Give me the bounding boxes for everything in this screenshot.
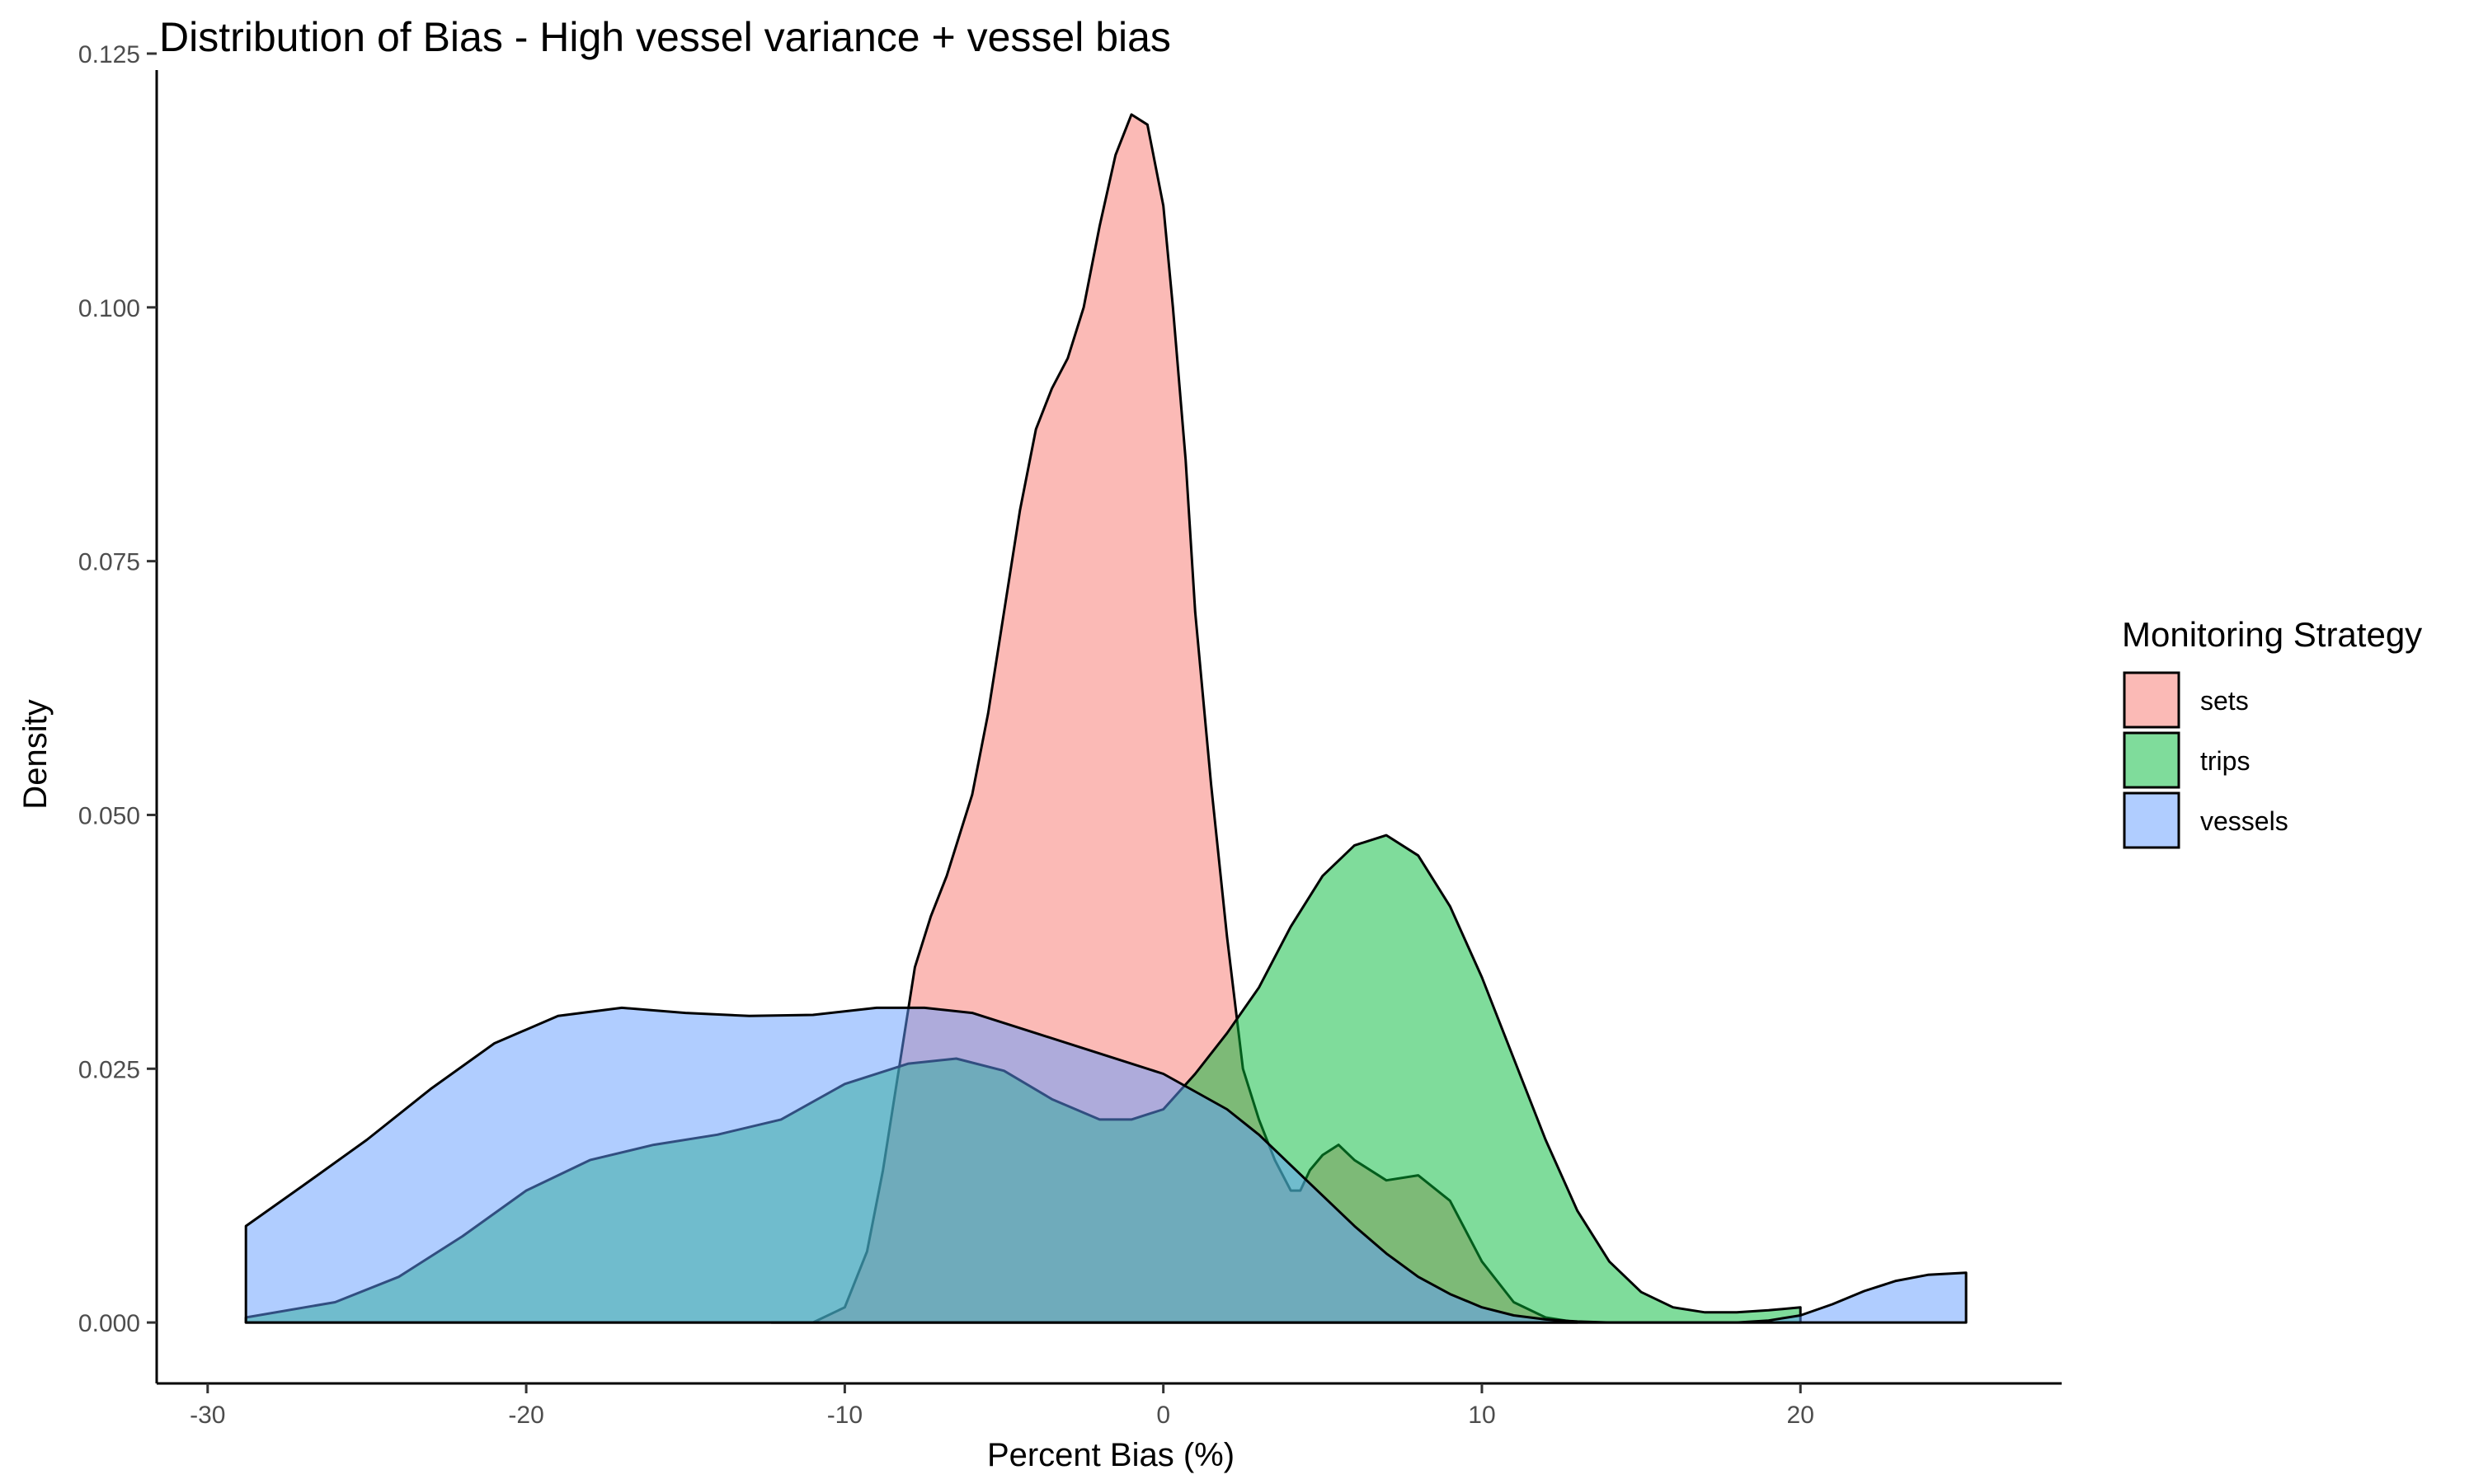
x-axis: -30 -20 -10 0 10 20 (157, 1382, 2062, 1429)
chart-title: Distribution of Bias - High vessel varia… (159, 14, 1171, 60)
density-area-vessels (244, 1006, 1968, 1324)
y-tick-label: 0.075 (78, 549, 140, 576)
legend-label-vessels: vessels (2200, 806, 2288, 836)
x-tick-label: 10 (1468, 1402, 1495, 1429)
x-tick-label: -30 (190, 1402, 225, 1429)
x-axis-title: Percent Bias (%) (987, 1437, 1235, 1473)
y-tick-label: 0.025 (78, 1056, 140, 1083)
x-tick-label: -20 (508, 1402, 543, 1429)
x-tick-label: -10 (827, 1402, 863, 1429)
legend-label-trips: trips (2200, 746, 2250, 776)
x-tick-label: 20 (1787, 1402, 1814, 1429)
x-tick-label: 0 (1156, 1402, 1170, 1429)
legend-key-trips (2123, 731, 2180, 789)
legend-key-vessels (2123, 791, 2180, 849)
y-tick-label: 0.050 (78, 802, 140, 829)
legend-key-sets (2123, 671, 2180, 729)
y-axis-title: Density (17, 699, 54, 809)
y-tick-label: 0.100 (78, 295, 140, 322)
legend-title: Monitoring Strategy (2122, 615, 2422, 654)
density-areas (244, 113, 1968, 1324)
y-axis: 0.000 0.025 0.050 0.075 0.100 0.125 (78, 41, 158, 1383)
y-tick-label: 0.000 (78, 1310, 140, 1337)
y-tick-label: 0.125 (78, 41, 140, 68)
legend: Monitoring Strategy sets trips vessels (2122, 615, 2422, 849)
legend-label-sets: sets (2200, 686, 2249, 716)
